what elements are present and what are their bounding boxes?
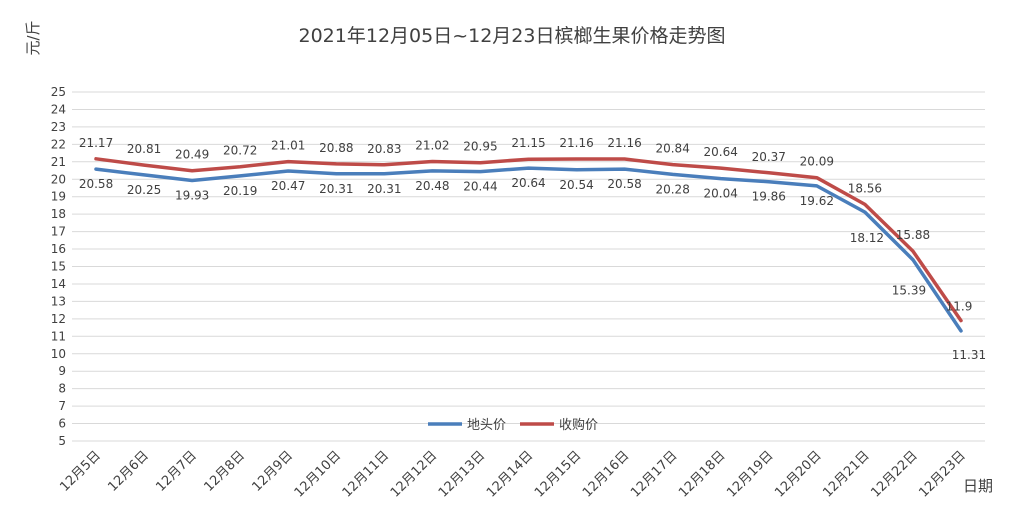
data-label-purchase-price: 11.9 bbox=[946, 300, 973, 314]
y-tick-label: 21 bbox=[51, 155, 66, 169]
data-label-farm-price: 20.31 bbox=[367, 182, 401, 196]
data-label-purchase-price: 20.84 bbox=[655, 142, 689, 156]
y-tick-label: 19 bbox=[51, 190, 66, 204]
data-label-purchase-price: 20.09 bbox=[800, 155, 834, 169]
y-tick-label: 13 bbox=[51, 294, 66, 308]
data-label-purchase-price: 20.49 bbox=[175, 148, 209, 162]
x-tick-label: 12月12日 bbox=[388, 448, 440, 500]
x-tick-label: 12月23日 bbox=[916, 448, 968, 500]
y-axis-label: 元/斤 bbox=[24, 20, 42, 55]
y-tick-label: 23 bbox=[51, 120, 66, 134]
y-tick-label: 20 bbox=[51, 172, 66, 186]
x-tick-label: 12月9日 bbox=[250, 448, 297, 495]
y-tick-label: 12 bbox=[51, 312, 66, 326]
legend-label-purchase-price: 收购价 bbox=[559, 417, 598, 433]
chart-title: 2021年12月05日~12月23日槟榔生果价格走势图 bbox=[299, 25, 726, 47]
data-label-farm-price: 20.58 bbox=[607, 177, 641, 191]
y-tick-label: 15 bbox=[51, 260, 66, 274]
data-label-purchase-price: 20.72 bbox=[223, 144, 257, 158]
y-tick-label: 11 bbox=[51, 329, 66, 343]
data-label-farm-price: 15.39 bbox=[892, 284, 926, 298]
data-label-purchase-price: 20.83 bbox=[367, 142, 401, 156]
data-label-farm-price: 20.58 bbox=[79, 177, 113, 191]
y-tick-label: 14 bbox=[51, 277, 66, 291]
data-label-farm-price: 20.47 bbox=[271, 179, 305, 193]
legend-label-farm-price: 地头价 bbox=[467, 418, 506, 433]
data-label-farm-price: 19.86 bbox=[752, 190, 786, 204]
y-tick-label: 24 bbox=[51, 102, 66, 116]
y-tick-label: 5 bbox=[58, 434, 66, 448]
y-tick-label: 7 bbox=[58, 399, 66, 413]
data-label-purchase-price: 21.16 bbox=[607, 136, 641, 150]
y-tick-label: 16 bbox=[51, 242, 66, 256]
data-labels: 21.17 20.81 20.49 20.72 21.01 20.88 20.83 21.02… bbox=[79, 136, 986, 362]
x-tick-label: 12月13日 bbox=[436, 448, 488, 500]
x-tick-label: 12月21日 bbox=[820, 448, 872, 500]
data-label-purchase-price: 21.17 bbox=[79, 136, 113, 150]
data-label-purchase-price: 20.88 bbox=[319, 141, 353, 155]
data-label-purchase-price: 21.02 bbox=[415, 138, 449, 152]
x-tick-label: 12月7日 bbox=[153, 448, 200, 495]
x-axis-label: 日期 bbox=[963, 477, 993, 495]
x-tick-label: 12月14日 bbox=[484, 448, 536, 500]
x-tick-label: 12月18日 bbox=[676, 448, 728, 500]
y-tick-label: 25 bbox=[51, 85, 66, 99]
x-tick-label: 12月22日 bbox=[868, 448, 920, 500]
data-label-purchase-price: 20.81 bbox=[127, 142, 161, 156]
data-label-purchase-price: 20.37 bbox=[752, 150, 786, 164]
data-label-purchase-price: 15.88 bbox=[896, 228, 930, 242]
x-tick-label: 12月10日 bbox=[292, 448, 344, 500]
x-tick-label: 12月5日 bbox=[57, 448, 104, 495]
series-line-purchase-price bbox=[94, 157, 963, 323]
data-label-farm-price: 18.12 bbox=[850, 231, 884, 245]
data-label-farm-price: 11.31 bbox=[952, 348, 986, 362]
y-axis-ticks: 5 6 7 8 9 10 11 12 13 14 15 16 17 18 19 20 21 22 23 24 25 bbox=[51, 85, 66, 448]
data-label-farm-price: 19.93 bbox=[175, 188, 209, 202]
series-line-farm-price bbox=[94, 166, 963, 333]
y-tick-label: 17 bbox=[51, 225, 66, 239]
x-axis-ticks: 12月5日 12月6日 12月7日 12月8日 12月9日12月10日12月11日12月… bbox=[57, 448, 968, 500]
legend: 地头价 收购价 bbox=[428, 417, 598, 433]
data-label-purchase-price: 21.16 bbox=[559, 136, 593, 150]
data-label-farm-price: 20.25 bbox=[127, 183, 161, 197]
y-tick-label: 8 bbox=[58, 382, 66, 396]
x-tick-label: 12月16日 bbox=[580, 448, 632, 500]
gridlines bbox=[72, 91, 985, 442]
data-label-farm-price: 20.48 bbox=[415, 179, 449, 193]
series-lines bbox=[94, 157, 963, 333]
x-tick-label: 12月11日 bbox=[340, 448, 392, 500]
data-label-purchase-price: 21.15 bbox=[511, 136, 545, 150]
data-label-farm-price: 20.19 bbox=[223, 184, 257, 198]
data-label-purchase-price: 18.56 bbox=[848, 181, 882, 195]
data-label-farm-price: 20.64 bbox=[511, 176, 545, 190]
x-tick-label: 12月20日 bbox=[772, 448, 824, 500]
x-tick-label: 12月17日 bbox=[628, 448, 680, 500]
data-label-farm-price: 20.04 bbox=[704, 187, 738, 201]
data-label-farm-price: 20.31 bbox=[319, 182, 353, 196]
y-tick-label: 10 bbox=[51, 347, 66, 361]
data-label-purchase-price: 20.64 bbox=[704, 145, 738, 159]
x-tick-label: 12月8日 bbox=[201, 448, 248, 495]
y-tick-label: 18 bbox=[51, 207, 66, 221]
data-label-farm-price: 19.62 bbox=[800, 194, 834, 208]
y-tick-label: 22 bbox=[51, 137, 66, 151]
y-tick-label: 9 bbox=[58, 364, 66, 378]
y-tick-label: 6 bbox=[58, 417, 66, 431]
data-label-purchase-price: 20.95 bbox=[463, 140, 497, 154]
x-tick-label: 12月15日 bbox=[532, 448, 584, 500]
data-label-farm-price: 20.44 bbox=[463, 180, 497, 194]
x-tick-label: 12月19日 bbox=[724, 448, 776, 500]
x-tick-label: 12月6日 bbox=[105, 448, 152, 495]
data-label-farm-price: 20.28 bbox=[655, 182, 689, 196]
data-label-farm-price: 20.54 bbox=[559, 178, 593, 192]
data-label-purchase-price: 21.01 bbox=[271, 139, 305, 153]
